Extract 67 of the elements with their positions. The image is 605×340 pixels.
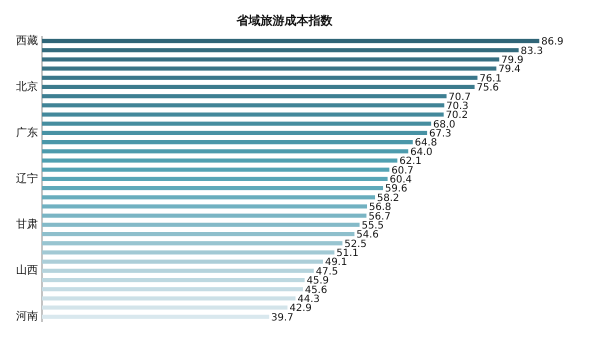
bar bbox=[42, 76, 478, 80]
y-tick-label: 辽宁 bbox=[16, 172, 38, 185]
data-label: 70.7 bbox=[448, 92, 471, 103]
y-tick-label: 河南 bbox=[16, 310, 38, 323]
bar bbox=[42, 250, 334, 255]
bar bbox=[42, 103, 444, 108]
data-label: 56.7 bbox=[368, 211, 391, 222]
bar bbox=[42, 186, 384, 190]
bar bbox=[42, 314, 270, 319]
data-label: 56.8 bbox=[369, 202, 392, 214]
data-label: 59.6 bbox=[385, 184, 408, 195]
bar bbox=[42, 214, 366, 218]
y-tick-label: 甘肃 bbox=[16, 218, 38, 231]
data-label: 45.9 bbox=[306, 276, 329, 287]
chart-title: 省域旅游成本指数 bbox=[236, 13, 334, 28]
data-label: 76.1 bbox=[479, 73, 502, 84]
bar bbox=[42, 48, 519, 52]
data-label: 64.8 bbox=[414, 138, 438, 149]
y-tick-label: 西藏 bbox=[16, 34, 38, 47]
data-label: 39.7 bbox=[271, 312, 294, 324]
bar bbox=[42, 260, 323, 264]
bar bbox=[42, 112, 444, 117]
data-label: 49.1 bbox=[324, 257, 348, 268]
bar bbox=[42, 57, 500, 62]
bar bbox=[42, 204, 368, 209]
data-label: 58.2 bbox=[377, 192, 400, 204]
bar bbox=[42, 122, 432, 126]
bar bbox=[42, 66, 496, 71]
data-label: 60.7 bbox=[391, 165, 414, 176]
data-label: 68.0 bbox=[433, 119, 456, 130]
bar bbox=[42, 195, 376, 200]
bar bbox=[42, 287, 303, 292]
bar bbox=[42, 176, 388, 181]
data-label: 79.9 bbox=[501, 54, 524, 66]
bar bbox=[42, 222, 360, 227]
y-tick-label: 广东 bbox=[16, 126, 38, 139]
bar bbox=[42, 158, 398, 163]
data-label: 79.4 bbox=[498, 64, 521, 76]
bar bbox=[42, 241, 342, 246]
data-label: 42.9 bbox=[289, 303, 312, 314]
bar bbox=[42, 268, 314, 273]
bar bbox=[42, 232, 354, 236]
bar bbox=[42, 306, 288, 310]
bar bbox=[42, 84, 475, 90]
data-label: 60.4 bbox=[390, 174, 412, 186]
y-tick-label: 山西 bbox=[16, 264, 38, 277]
bar bbox=[42, 149, 408, 154]
data-label: 62.1 bbox=[399, 156, 422, 168]
data-label: 54.6 bbox=[356, 230, 379, 241]
bar bbox=[42, 168, 390, 172]
data-label: 70.3 bbox=[446, 100, 469, 112]
data-label: 75.6 bbox=[476, 82, 499, 94]
bar bbox=[42, 140, 413, 144]
data-label: 55.5 bbox=[362, 220, 384, 232]
data-label: 47.5 bbox=[316, 266, 338, 278]
bar bbox=[42, 278, 305, 282]
data-label: 83.3 bbox=[520, 46, 543, 57]
data-label: 64.0 bbox=[410, 146, 432, 158]
data-label: 52.5 bbox=[344, 238, 367, 250]
bar bbox=[42, 38, 540, 44]
bar bbox=[42, 296, 296, 300]
data-label: 45.6 bbox=[304, 284, 328, 296]
bar bbox=[42, 130, 428, 135]
bar bbox=[42, 94, 447, 98]
data-label: 86.9 bbox=[541, 36, 564, 48]
y-tick-label: 北京 bbox=[16, 80, 38, 93]
data-label: 70.2 bbox=[446, 110, 468, 122]
